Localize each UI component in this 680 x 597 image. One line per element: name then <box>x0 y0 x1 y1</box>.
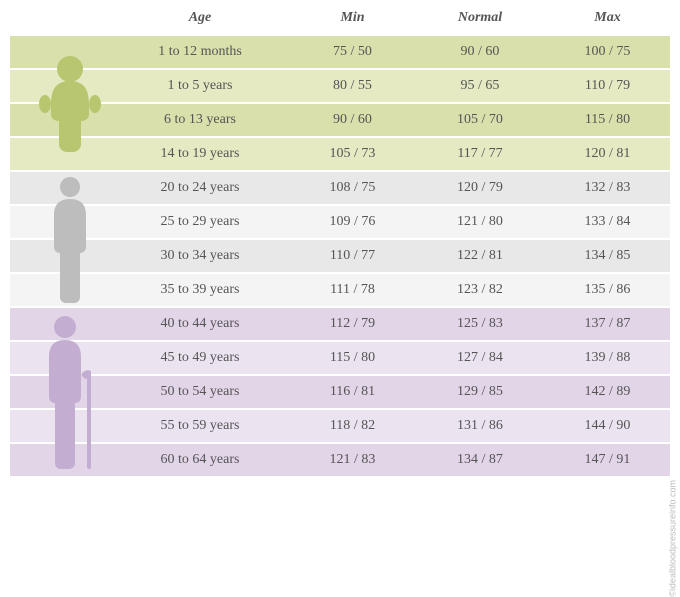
cell-normal: 121 / 80 <box>415 214 545 230</box>
cell-age: 1 to 5 years <box>110 78 290 94</box>
cell-min: 115 / 80 <box>290 350 415 366</box>
table-row: 40 to 44 years 112 / 79 125 / 83 137 / 8… <box>10 308 670 342</box>
cell-normal: 120 / 79 <box>415 180 545 196</box>
cell-normal: 127 / 84 <box>415 350 545 366</box>
cell-age: 35 to 39 years <box>110 282 290 298</box>
cell-min: 105 / 73 <box>290 146 415 162</box>
cell-normal: 134 / 87 <box>415 452 545 468</box>
cell-age: 50 to 54 years <box>110 384 290 400</box>
cell-normal: 117 / 77 <box>415 146 545 162</box>
header-normal: Normal <box>415 10 545 26</box>
cell-normal: 131 / 86 <box>415 418 545 434</box>
cell-normal: 123 / 82 <box>415 282 545 298</box>
cell-min: 111 / 78 <box>290 282 415 298</box>
cell-max: 133 / 84 <box>545 214 670 230</box>
cell-age: 14 to 19 years <box>110 146 290 162</box>
cell-max: 115 / 80 <box>545 112 670 128</box>
table-row: 1 to 5 years 80 / 55 95 / 65 110 / 79 <box>10 70 670 104</box>
cell-min: 112 / 79 <box>290 316 415 332</box>
cell-max: 132 / 83 <box>545 180 670 196</box>
header-age: Age <box>110 10 290 26</box>
cell-max: 139 / 88 <box>545 350 670 366</box>
cell-normal: 125 / 83 <box>415 316 545 332</box>
cell-max: 135 / 86 <box>545 282 670 298</box>
cell-normal: 90 / 60 <box>415 44 545 60</box>
cell-max: 110 / 79 <box>545 78 670 94</box>
table-row: 20 to 24 years 108 / 75 120 / 79 132 / 8… <box>10 172 670 206</box>
group-senior: 40 to 44 years 112 / 79 125 / 83 137 / 8… <box>10 308 670 478</box>
table-row: 6 to 13 years 90 / 60 105 / 70 115 / 80 <box>10 104 670 138</box>
cell-normal: 129 / 85 <box>415 384 545 400</box>
header-min: Min <box>290 10 415 26</box>
table-row: 25 to 29 years 109 / 76 121 / 80 133 / 8… <box>10 206 670 240</box>
cell-min: 121 / 83 <box>290 452 415 468</box>
group-adult: 20 to 24 years 108 / 75 120 / 79 132 / 8… <box>10 172 670 308</box>
table-row: 14 to 19 years 105 / 73 117 / 77 120 / 8… <box>10 138 670 172</box>
cell-min: 109 / 76 <box>290 214 415 230</box>
cell-min: 116 / 81 <box>290 384 415 400</box>
cell-age: 45 to 49 years <box>110 350 290 366</box>
cell-normal: 105 / 70 <box>415 112 545 128</box>
cell-age: 25 to 29 years <box>110 214 290 230</box>
cell-max: 144 / 90 <box>545 418 670 434</box>
header-row: Age Min Normal Max <box>10 0 670 36</box>
table-row: 55 to 59 years 118 / 82 131 / 86 144 / 9… <box>10 410 670 444</box>
header-max: Max <box>545 10 670 26</box>
bp-table: Age Min Normal Max 1 to 12 months 75 / 5… <box>10 0 670 478</box>
cell-min: 110 / 77 <box>290 248 415 264</box>
table-row: 50 to 54 years 116 / 81 129 / 85 142 / 8… <box>10 376 670 410</box>
table-row: 1 to 12 months 75 / 50 90 / 60 100 / 75 <box>10 36 670 70</box>
table-row: 45 to 49 years 115 / 80 127 / 84 139 / 8… <box>10 342 670 376</box>
cell-age: 30 to 34 years <box>110 248 290 264</box>
attribution-text: ©idealbloodpressureinfo.com <box>668 480 678 597</box>
cell-age: 20 to 24 years <box>110 180 290 196</box>
group-child: 1 to 12 months 75 / 50 90 / 60 100 / 75 … <box>10 36 670 172</box>
cell-max: 147 / 91 <box>545 452 670 468</box>
table-row: 60 to 64 years 121 / 83 134 / 87 147 / 9… <box>10 444 670 478</box>
cell-age: 60 to 64 years <box>110 452 290 468</box>
cell-max: 137 / 87 <box>545 316 670 332</box>
cell-age: 6 to 13 years <box>110 112 290 128</box>
cell-age: 55 to 59 years <box>110 418 290 434</box>
cell-min: 75 / 50 <box>290 44 415 60</box>
cell-max: 120 / 81 <box>545 146 670 162</box>
cell-max: 134 / 85 <box>545 248 670 264</box>
cell-normal: 95 / 65 <box>415 78 545 94</box>
cell-max: 142 / 89 <box>545 384 670 400</box>
cell-age: 1 to 12 months <box>110 44 290 60</box>
cell-min: 108 / 75 <box>290 180 415 196</box>
cell-min: 118 / 82 <box>290 418 415 434</box>
cell-normal: 122 / 81 <box>415 248 545 264</box>
table-row: 30 to 34 years 110 / 77 122 / 81 134 / 8… <box>10 240 670 274</box>
cell-min: 80 / 55 <box>290 78 415 94</box>
cell-min: 90 / 60 <box>290 112 415 128</box>
cell-age: 40 to 44 years <box>110 316 290 332</box>
cell-max: 100 / 75 <box>545 44 670 60</box>
table-row: 35 to 39 years 111 / 78 123 / 82 135 / 8… <box>10 274 670 308</box>
